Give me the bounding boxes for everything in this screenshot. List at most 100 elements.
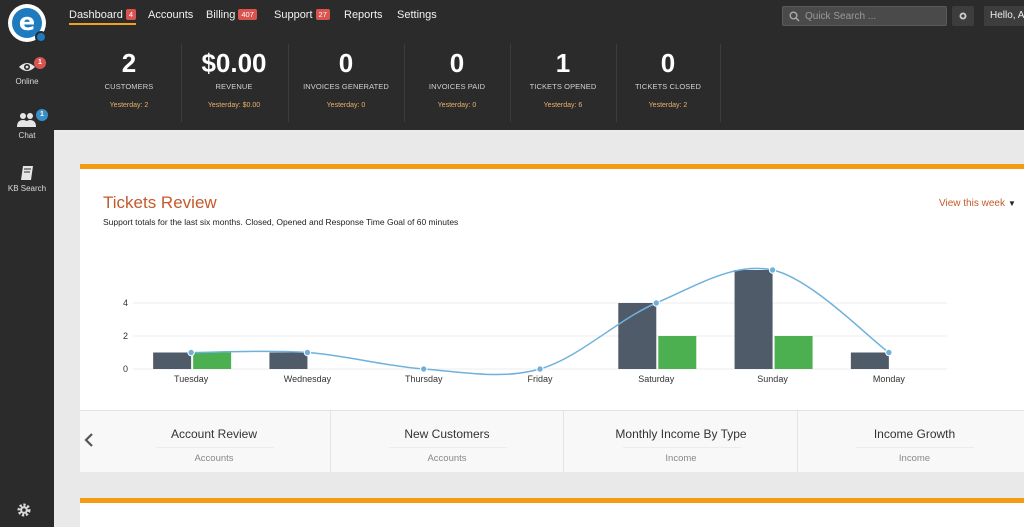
logo-dot — [35, 31, 47, 43]
tab-title: Account Review — [170, 427, 258, 441]
app-logo[interactable]: e — [8, 4, 47, 43]
stat-invoices-generated: 0 INVOICES GENERATED Yesterday: 0 — [293, 32, 399, 124]
nav-accounts[interactable]: Accounts — [148, 9, 193, 21]
stat-divider — [181, 44, 182, 122]
stat-yesterday: Yesterday: 2 — [648, 102, 688, 109]
tab-subtitle: Accounts — [194, 453, 234, 464]
bar-green — [658, 336, 697, 369]
nav-label: Accounts — [148, 9, 194, 21]
stat-value: 2 — [121, 48, 137, 78]
line-point — [652, 299, 660, 307]
nav-label: Dashboard — [69, 9, 123, 21]
stat-value: 0 — [449, 48, 465, 78]
stat-yesterday: Yesterday: 0 — [437, 102, 477, 109]
line-point — [420, 365, 428, 373]
stat-invoices-paid: 0 INVOICES PAID Yesterday: 0 — [404, 32, 510, 124]
stat-yesterday: Yesterday: 0 — [326, 102, 366, 109]
nav-reports[interactable]: Reports — [344, 9, 383, 21]
nav-support[interactable]: Support 27 — [274, 9, 330, 21]
report-tabs: Account Review Accounts New Customers Ac… — [80, 410, 1024, 473]
quick-search — [782, 6, 947, 26]
stat-caption: TICKETS CLOSED — [635, 82, 701, 91]
stat-revenue: $0.00 REVENUE Yesterday: $0.00 — [181, 32, 287, 124]
nav-label: Support — [274, 9, 313, 21]
stat-yesterday: Yesterday: 6 — [543, 102, 583, 109]
tab-title: Monthly Income By Type — [615, 427, 747, 441]
stat-divider — [720, 44, 721, 122]
stat-tickets-closed: 0 TICKETS CLOSED Yesterday: 2 — [615, 32, 721, 124]
online-badge: 1 — [34, 57, 46, 69]
eye-icon — [19, 63, 35, 71]
users-icon — [17, 113, 36, 127]
nav-dashboard[interactable]: Dashboard 4 — [69, 9, 136, 25]
caret-down-icon: ▼ — [1007, 199, 1016, 208]
secondary-card — [80, 498, 1024, 527]
bar-dark — [153, 352, 192, 369]
book-icon — [21, 166, 33, 180]
nav-settings[interactable]: Settings — [397, 9, 437, 21]
tab-subtitle: Income — [665, 453, 697, 464]
line-point — [536, 365, 544, 373]
nav-badge: 407 — [238, 9, 257, 20]
y-tick-label: 4 — [123, 298, 128, 308]
card-title: Tickets Review — [103, 193, 217, 212]
stat-customers: 2 CUSTOMERS Yesterday: 2 — [76, 32, 182, 124]
tab-new-customers[interactable]: New Customers Accounts — [331, 411, 564, 473]
x-tick-label: Sunday — [757, 374, 788, 384]
stat-yesterday: Yesterday: 2 — [109, 102, 149, 109]
search-go-icon — [959, 12, 967, 20]
x-tick-label: Friday — [527, 374, 553, 384]
x-tick-label: Monday — [873, 374, 906, 384]
gear-icon[interactable] — [16, 502, 32, 518]
view-week-dropdown[interactable]: View this week ▼ — [939, 198, 1016, 209]
sidebar-item-label: Online — [15, 77, 39, 86]
bar-dark — [269, 352, 308, 369]
nav-label: Settings — [397, 9, 437, 21]
stats-bar: 2 CUSTOMERS Yesterday: 2 $0.00 REVENUE Y… — [54, 32, 1024, 130]
search-button[interactable] — [952, 6, 974, 26]
nav-label: Billing — [206, 9, 236, 21]
stat-caption: INVOICES PAID — [428, 82, 486, 91]
tab-monthly-income[interactable]: Monthly Income By Type Income — [565, 411, 798, 473]
card-subtitle: Support totals for the last six months. … — [103, 217, 459, 227]
tickets-review-card: Tickets Review Support totals for the la… — [80, 164, 1024, 473]
chevron-left-icon[interactable] — [84, 433, 94, 447]
nav-label: Reports — [344, 9, 383, 21]
line-point — [303, 348, 312, 357]
tab-subtitle: Accounts — [427, 453, 467, 464]
sidebar: e Online 1 Chat 1 KB Search — [0, 0, 54, 527]
chat-badge: 1 — [36, 109, 48, 121]
user-menu[interactable]: Hello, A — [984, 6, 1024, 26]
line-point — [187, 348, 195, 357]
sidebar-item-kb-search[interactable]: KB Search — [0, 165, 54, 193]
tab-subtitle: Income — [898, 453, 931, 464]
bar-green — [774, 336, 813, 369]
line-point — [885, 348, 893, 357]
nav-badge: 4 — [125, 9, 136, 20]
line-point — [768, 266, 777, 274]
stat-value: 0 — [660, 48, 676, 78]
stat-value: 1 — [555, 48, 571, 78]
sidebar-item-online[interactable]: Online 1 — [0, 57, 54, 86]
y-tick-label: 2 — [123, 331, 128, 341]
logo-letter: e — [12, 8, 42, 38]
stat-divider — [404, 44, 405, 122]
x-tick-label: Tuesday — [174, 374, 209, 384]
bar-green — [193, 352, 232, 369]
bar-dark — [618, 303, 657, 369]
tab-income-growth[interactable]: Income Growth Income — [798, 411, 1024, 473]
stat-tickets-opened: 1 TICKETS OPENED Yesterday: 6 — [510, 32, 616, 124]
stat-caption: INVOICES GENERATED — [303, 82, 389, 91]
stat-divider — [616, 44, 617, 122]
bar-dark — [734, 270, 773, 369]
tab-divider — [156, 447, 274, 448]
nav-billing[interactable]: Billing 407 — [206, 9, 257, 21]
search-input[interactable] — [805, 9, 943, 24]
view-week-label: View this week — [939, 198, 1005, 209]
top-nav: Dashboard 4 Accounts Billing 407 Support 27… — [54, 0, 1024, 32]
sidebar-item-chat[interactable]: Chat 1 — [0, 109, 54, 140]
tab-account-review[interactable]: Account Review Accounts — [98, 411, 331, 473]
tickets-chart: 0 2 4 Tuesday Wednesday Thursday Friday Saturda… — [123, 266, 947, 384]
tab-title: New Customers — [404, 427, 490, 441]
bar-dark — [850, 352, 889, 369]
